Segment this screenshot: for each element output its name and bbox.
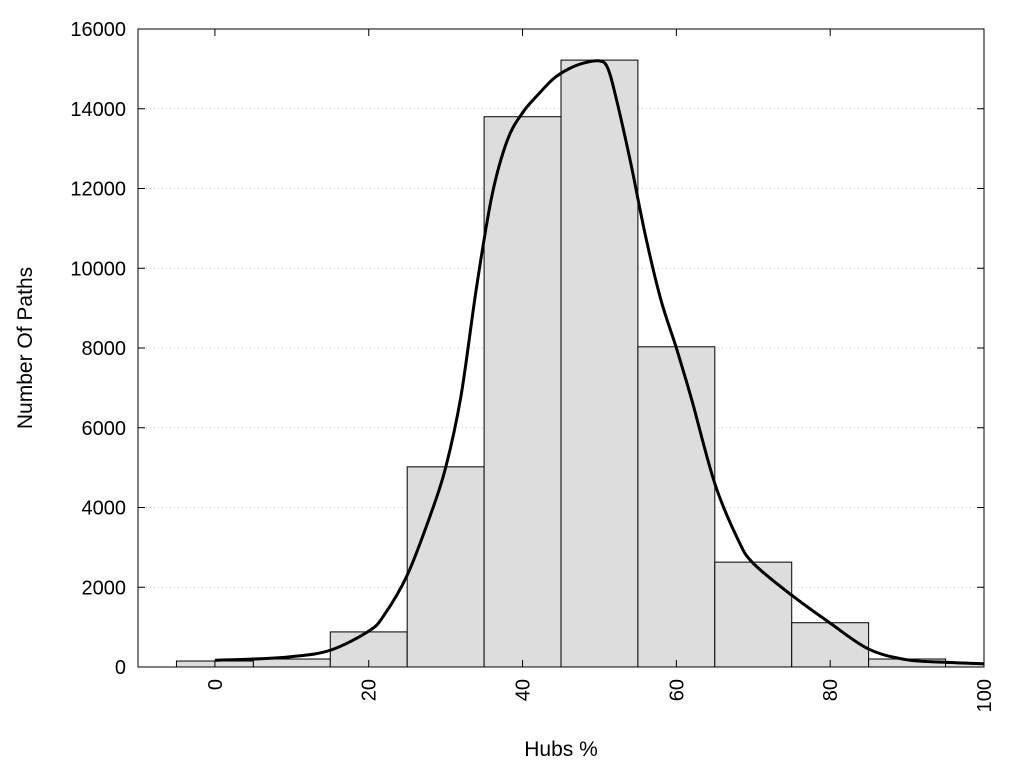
y-tick-label: 8000 bbox=[82, 338, 127, 360]
histogram-bar bbox=[714, 561, 793, 667]
histogram-bars bbox=[175, 59, 984, 667]
x-tick-label: 80 bbox=[820, 679, 842, 701]
histogram-bar bbox=[637, 346, 716, 667]
histogram-bar bbox=[252, 658, 331, 667]
y-tick-label: 0 bbox=[115, 657, 126, 679]
x-tick-label: 20 bbox=[359, 679, 381, 701]
histogram-bar bbox=[406, 466, 485, 667]
grid-lines bbox=[138, 108, 984, 588]
y-tick-label: 14000 bbox=[70, 99, 126, 121]
x-tick-label: 0 bbox=[205, 679, 227, 690]
y-tick-label: 4000 bbox=[82, 498, 127, 520]
x-tick-label: 60 bbox=[666, 679, 688, 701]
histogram-bar bbox=[483, 116, 562, 667]
y-tick-label: 2000 bbox=[82, 577, 127, 599]
y-axis-title: Number Of Paths bbox=[14, 267, 37, 429]
y-tick-label: 16000 bbox=[70, 19, 126, 41]
y-tick-label: 6000 bbox=[82, 418, 127, 440]
histogram-bar bbox=[945, 662, 984, 667]
x-axis-title: Hubs % bbox=[524, 738, 598, 761]
density-curve bbox=[214, 59, 984, 666]
density-curve-layer bbox=[214, 59, 984, 666]
histogram-bar bbox=[560, 59, 639, 667]
x-tick-label: 100 bbox=[974, 679, 996, 712]
y-tick-label: 12000 bbox=[70, 179, 126, 201]
histogram-bar bbox=[791, 622, 870, 667]
axis-ticks: 0 2000 4000 6000 8000 10000 12000 14000 16000 0 20… bbox=[70, 19, 996, 712]
x-tick-label: 40 bbox=[513, 679, 535, 701]
y-tick-label: 10000 bbox=[70, 258, 126, 280]
